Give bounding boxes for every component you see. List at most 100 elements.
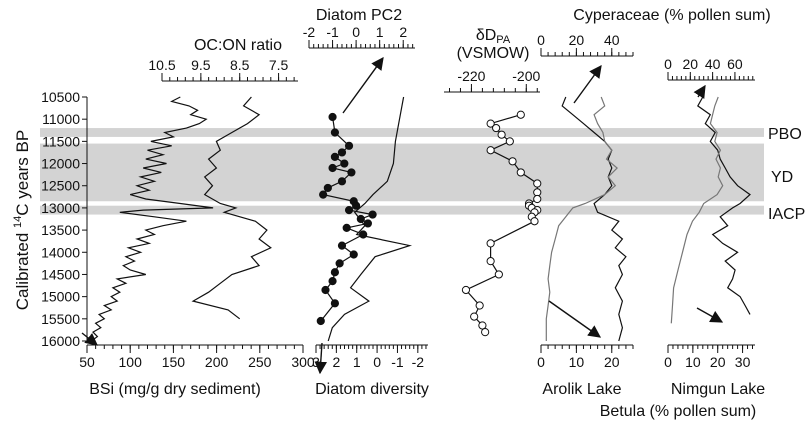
diatom-point [328,163,337,173]
diatom-bottom-tick-label: 0 [373,354,381,370]
arolik-top-axis: 0 20 40 [537,32,634,57]
band-label-yd: YD [771,169,793,186]
bsi-ocon-top-tick-label: 8.5 [230,57,250,73]
deltad-point [533,188,542,197]
bsi-ocon-bottom-axis: 50 100 150 200 250 300 [79,344,315,370]
trend-arrow [693,84,706,99]
diatom-diversity-title: Diatom diversity [315,381,429,398]
diatom-point [342,223,351,232]
arolik-top-tick-label: 0 [537,32,545,48]
diatom-point [316,316,325,326]
diatom-point [330,299,340,308]
deltad-units: (VSMOW) [457,45,530,62]
bsi-ocon-series-1-line [191,96,272,320]
band-pbo [40,128,764,137]
nimgun-lake-label: Nimgun Lake [671,381,765,398]
age-tick-label: 10500 [41,89,80,105]
deltad-point [492,123,501,133]
deltad-top-tick-label: -220 [457,68,485,84]
trend-arrow [342,56,384,114]
deltad-axis-title: δDPA [476,27,511,46]
ocon-axis-title: OC:ON ratio [194,37,282,54]
bsi-ocon-bottom-tick-label: 50 [79,354,95,370]
diatom-bottom-tick-label: 3 [312,354,320,370]
nimgun-bottom-tick-label: 20 [710,354,726,370]
diatom-point [330,152,340,161]
diatom-point [337,177,347,186]
diatom-bottom-tick-label: 1 [353,354,361,370]
diatom-point [323,183,332,193]
diatom-point [344,206,354,215]
deltad-point [481,328,490,337]
bsi-axis-title: BSi (mg/g dry sediment) [89,381,261,398]
diatom-point [337,148,347,157]
band-iacp [40,205,764,215]
nimgun-top-tick-label: 20 [683,56,699,72]
cyperaceae-axis-title: Cyperaceae (% pollen sum) [573,7,770,24]
diatom-bottom-tick-label: -2 [412,354,425,370]
nimgun-top-tick-label: 40 [705,56,721,72]
diatom-point [337,241,347,250]
bsi-ocon-series-0-line [90,96,214,342]
age-tick-label: 15500 [41,311,80,327]
event-bands [40,128,764,215]
nimgun-bottom-tick-label: 0 [664,354,672,370]
nimgun-bottom-axis: 0 10 20 30 [664,344,755,370]
deltad-point [516,168,525,177]
arolik-series-1-line [545,96,618,341]
bsi-ocon-top-tick-label: 7.5 [269,57,289,73]
deltad-point [461,285,471,295]
age-tick-label: 12000 [41,156,80,172]
nimgun-series-0-line [697,96,751,315]
nimgun-top-tick-label: 0 [664,56,672,72]
trend-arrow [696,307,724,323]
diatom-top-tick-label: 0 [352,24,360,40]
deltad-point [505,137,514,146]
diatom-point [335,259,344,268]
deltad-point [533,194,542,204]
diatom-point [344,141,354,150]
trend-arrow [548,300,602,338]
age-tick-label: 12500 [41,178,80,194]
arolik-series-0-line [561,96,627,342]
betula-axis-title: Betula (% pollen sum) [600,403,757,420]
arolik-bottom-tick-label: 0 [537,354,545,370]
deltad-point [486,257,495,266]
bsi-ocon-top-axis: 10.5 9.5 8.5 7.5 [148,57,298,82]
nimgun-series-1-line [670,96,724,324]
band-label-iacp: IACP [768,206,805,223]
trend-arrows [81,56,724,375]
diatom-point [328,112,337,122]
diatom-top-axis: -2 -1 0 1 2 [303,24,415,49]
deltad-top-axis: -220 -200 [444,68,541,93]
deltad-point [533,179,542,188]
arolik-top-tick-label: 20 [569,32,585,48]
deltad-point [494,270,503,279]
deltad-point [486,119,495,128]
nimgun-top-tick-label: 60 [727,56,743,72]
arolik-top-tick-label: 40 [604,32,620,48]
bsi-ocon-bottom-tick-label: 250 [248,354,272,370]
deltad-point [470,312,479,321]
deltad-point [530,217,539,226]
diatom-point [347,168,356,177]
diatom-point [340,159,349,168]
diatom-top-tick-label: 1 [376,24,384,40]
diatom-point [352,201,361,210]
diatom-pc2-title: Diatom PC2 [316,7,402,24]
bsi-ocon-bottom-tick-label: 300 [291,354,315,370]
y-axis-label: Calibrated 14C years BP [12,130,32,310]
age-tick-label: 16000 [41,333,80,349]
diatom-bottom-axis: 3 2 1 0 -1 -2 [312,344,428,370]
deltad-point [497,130,506,139]
diatom-series-1-line [327,96,413,342]
deltad-point [486,239,495,248]
deltad-point [508,157,517,166]
nimgun-bottom-tick-label: 10 [685,354,701,370]
diatom-bottom-tick-label: 2 [332,354,340,370]
diatom-point [359,230,368,239]
trend-arrow [314,342,328,375]
diatom-point [328,277,337,286]
